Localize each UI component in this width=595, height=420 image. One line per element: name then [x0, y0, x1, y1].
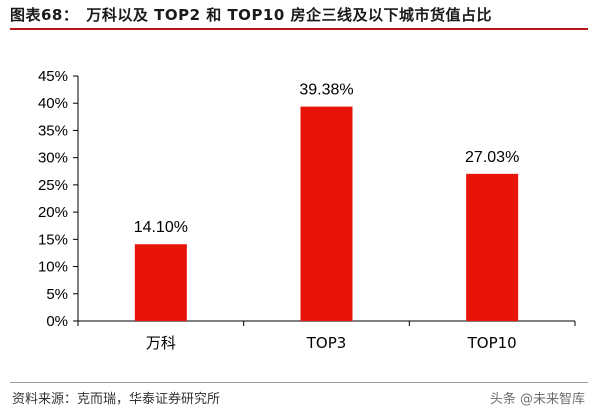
y-tick-label: 5% — [46, 286, 68, 303]
title-divider — [10, 28, 588, 30]
y-tick-label: 40% — [38, 95, 68, 112]
y-tick-label: 10% — [38, 259, 68, 276]
bar-chart: 0% 5% 10% 15% 20% 25% 30% 35% 40% 45% 14.10% 万科 39.3… — [38, 68, 576, 352]
y-tick-label: 25% — [38, 177, 68, 194]
y-tick-label: 30% — [38, 150, 68, 167]
watermark: 头条 @未来智库 — [489, 392, 585, 407]
x-tick-label: 万科 — [146, 334, 176, 352]
chart-title: 图表68： 万科以及 TOP2 和 TOP10 房企三线及以下城市货值占比 — [10, 6, 493, 24]
bar — [134, 244, 187, 321]
source-note: 资料来源：克而瑞，华泰证券研究所 — [12, 392, 221, 407]
x-tick-label: TOP3 — [306, 334, 347, 352]
bar — [300, 106, 353, 321]
data-label: 39.38% — [299, 82, 353, 99]
y-tick-label: 15% — [38, 231, 68, 248]
data-label: 14.10% — [134, 219, 188, 236]
data-label: 27.03% — [465, 149, 519, 166]
source-divider — [10, 382, 588, 383]
y-tick-label: 0% — [46, 313, 68, 330]
y-tick-label: 45% — [38, 68, 68, 85]
x-tick-label: TOP10 — [467, 334, 517, 352]
title-bar: 图表68： 万科以及 TOP2 和 TOP10 房企三线及以下城市货值占比 — [10, 0, 588, 30]
y-tick-label: 35% — [38, 122, 68, 139]
bar — [466, 173, 519, 321]
y-tick-label: 20% — [38, 204, 68, 221]
